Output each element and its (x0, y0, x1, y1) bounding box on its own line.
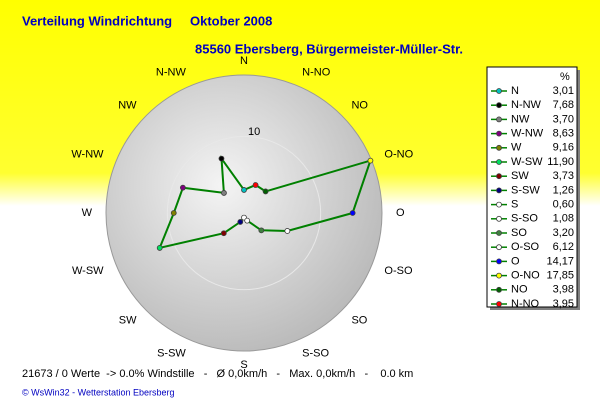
data-point (241, 187, 247, 193)
data-point (349, 210, 356, 216)
legend-marker (496, 130, 502, 137)
direction-label: W-SW (72, 265, 104, 277)
legend-value: 3,98 (553, 284, 574, 296)
legend-label: NO (511, 284, 528, 296)
legend-marker (496, 102, 502, 109)
direction-label: S (240, 359, 247, 371)
data-point (244, 217, 251, 224)
legend-marker (496, 258, 502, 265)
legend-marker (496, 88, 502, 94)
data-point (221, 190, 227, 196)
legend-value: 6,12 (553, 241, 574, 253)
legend-marker (496, 230, 502, 236)
copyright: © WsWin32 - Wetterstation Ebersberg (22, 387, 175, 397)
data-point (156, 245, 163, 251)
data-point (367, 157, 374, 164)
legend-label: O-SO (511, 241, 540, 253)
direction-label: N-NW (156, 66, 187, 78)
legend-value: 11,90 (547, 156, 574, 168)
legend-value: 3,01 (553, 85, 574, 97)
legend-marker (496, 215, 502, 222)
data-point (252, 182, 259, 188)
legend-label: S-SW (511, 184, 540, 196)
legend-label: N-NO (511, 298, 540, 310)
legend-header: % (560, 71, 570, 83)
direction-label: S-SW (157, 347, 186, 359)
data-point (220, 230, 227, 237)
legend-marker (496, 201, 502, 208)
legend-value: 3,70 (553, 113, 574, 125)
direction-label: SO (351, 314, 367, 326)
data-point (218, 155, 225, 162)
legend-marker (496, 272, 502, 279)
legend-label: N-NW (511, 99, 542, 111)
legend-label: N (511, 85, 519, 97)
legend-label: SO (511, 227, 527, 239)
data-point (237, 219, 244, 225)
direction-label: O-SO (384, 265, 413, 277)
legend-value: 1,26 (553, 184, 574, 196)
legend-marker (496, 286, 502, 293)
legend-marker (496, 159, 502, 165)
legend-box (486, 66, 578, 308)
direction-label: S-SO (302, 347, 329, 359)
legend-value: 17,85 (546, 270, 574, 282)
direction-label: O-NO (384, 149, 413, 161)
legend-value: 0,60 (553, 199, 574, 211)
legend-label: W (511, 142, 522, 154)
legend-label: SW (511, 170, 529, 182)
direction-label: NW (118, 99, 137, 111)
direction-label: N (240, 55, 248, 67)
direction-label: N-NO (302, 66, 331, 78)
direction-label: W-NW (71, 149, 104, 161)
direction-label: O (396, 207, 405, 219)
legend-marker (496, 144, 502, 151)
legend-value: 1,08 (553, 213, 574, 225)
legend-value: 3,73 (553, 170, 574, 182)
legend-label: O (511, 255, 520, 267)
legend-label: O-NO (511, 270, 540, 282)
legend-label: NW (511, 113, 530, 125)
legend-value: 8,63 (553, 128, 574, 140)
direction-label: W (82, 207, 93, 219)
r-tick-label: 10 (248, 126, 260, 138)
period: Oktober 2008 (190, 13, 272, 28)
legend-value: 9,16 (553, 142, 574, 154)
legend-value: 3,20 (553, 227, 574, 239)
legend-label: W-NW (511, 128, 544, 140)
legend-value: 3,95 (553, 298, 574, 310)
legend-label: W-SW (511, 156, 543, 168)
data-point (179, 184, 186, 191)
footer: 21673 / 0 Werte -> 0.0% Windstille - Ø 0… (22, 368, 413, 380)
polar-disc (105, 74, 383, 352)
direction-label: SW (119, 314, 137, 326)
data-point (170, 210, 177, 216)
legend-marker (496, 116, 502, 123)
legend-marker (496, 301, 502, 307)
data-point (258, 227, 265, 234)
legend-marker (496, 173, 502, 180)
data-point (262, 188, 269, 195)
legend-label: S-SO (511, 213, 538, 225)
title: Verteilung Windrichtung (22, 13, 172, 28)
legend-value: 7,68 (553, 99, 574, 111)
subtitle: 85560 Ebersberg, Bürgermeister-Müller-St… (195, 41, 463, 56)
data-point (284, 228, 291, 234)
grid-ring (166, 135, 322, 291)
legend-marker (496, 187, 502, 194)
legend-label: S (511, 199, 518, 211)
legend-value: 14,17 (546, 255, 574, 267)
direction-label: NO (351, 99, 368, 111)
legend-marker (496, 244, 502, 251)
